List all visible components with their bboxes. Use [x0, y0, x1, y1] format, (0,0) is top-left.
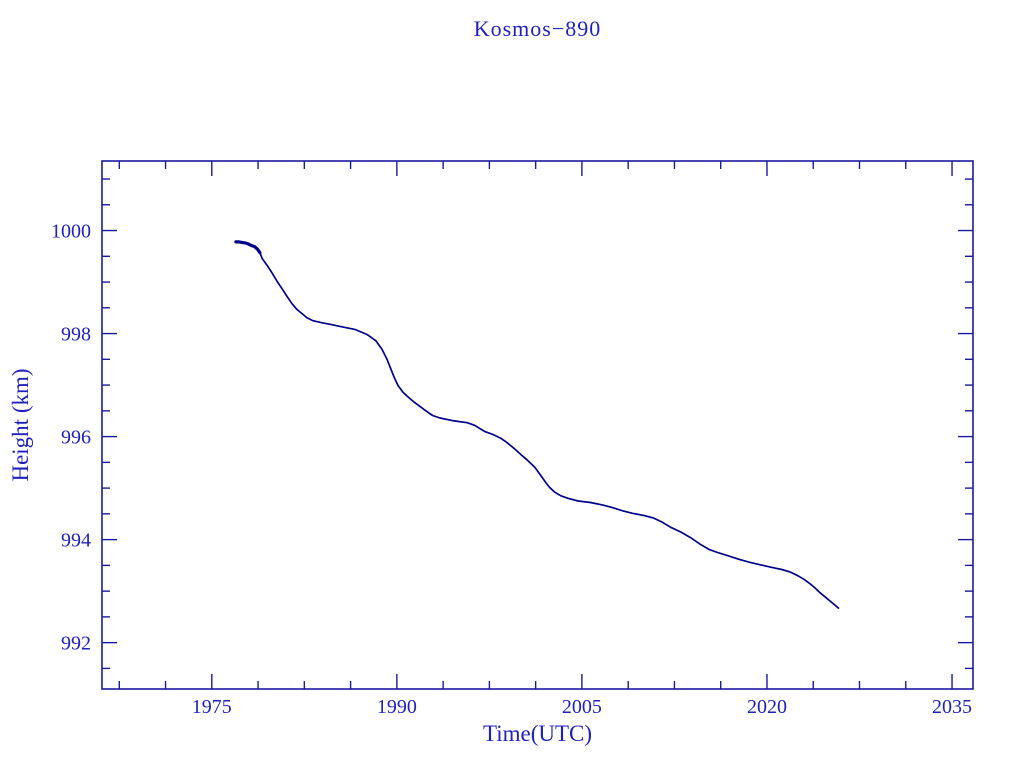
y-axis-title: Height (km) — [8, 368, 33, 482]
x-axis-title: Time(UTC) — [482, 721, 593, 746]
y-tick-label: 996 — [61, 427, 91, 449]
x-tick-label: 2020 — [747, 696, 787, 718]
height-curve — [235, 241, 840, 609]
height-curve-dense-start — [234, 240, 262, 255]
x-tick-label: 1990 — [377, 696, 417, 718]
plot-frame — [101, 160, 974, 690]
x-tick-label: 1975 — [192, 696, 232, 718]
chart-title: Kosmos−890 — [473, 16, 602, 41]
x-tick-label: 2035 — [932, 696, 972, 718]
x-tick-label: 2005 — [562, 696, 602, 718]
y-tick-label: 994 — [61, 530, 91, 552]
y-tick-label: 1000 — [51, 221, 91, 243]
y-tick-label: 992 — [61, 633, 91, 655]
y-tick-label: 998 — [61, 324, 91, 346]
